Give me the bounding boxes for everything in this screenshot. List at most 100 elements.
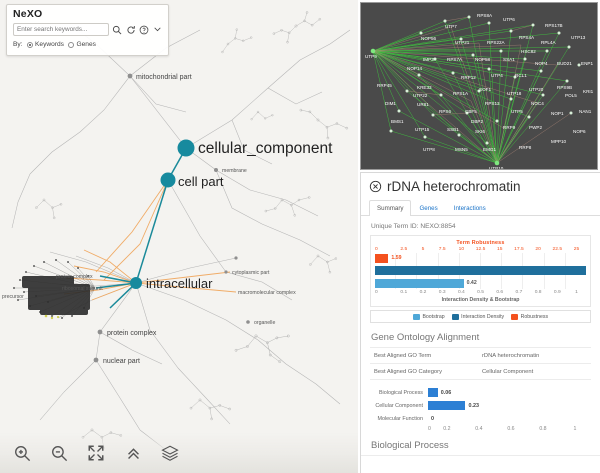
graph-toolbar[interactable]: [0, 433, 358, 473]
go-plot: 0: [428, 412, 591, 425]
ontology-graph[interactable]: cellular_component cell part intracellul…: [0, 0, 358, 473]
tick: 0: [428, 426, 431, 432]
search-filter-row: By: Keywords Genes: [13, 41, 163, 48]
go-plot: 0.23: [428, 399, 591, 412]
tick: 0.2: [443, 426, 451, 432]
row-value: rDNA heterochromatin: [482, 352, 540, 359]
svg-text:RPS13: RPS13: [485, 101, 500, 106]
term-robustness-chart: Term Robustness 0 2.5 5 7.5 10 12.5 15 1…: [370, 234, 591, 307]
svg-text:SOF1: SOF1: [479, 87, 491, 92]
go-row-cellular-component: Cellular Component 0.23: [370, 399, 591, 412]
svg-text:UTP5: UTP5: [511, 109, 523, 114]
go-value: 0.23: [468, 402, 479, 409]
svg-text:RPS1A: RPS1A: [453, 91, 469, 96]
node-label-cellular-component: cellular_component: [198, 140, 333, 157]
tab-interactions[interactable]: Interactions: [453, 205, 486, 212]
chart-title-term-robustness: Term Robustness: [456, 239, 505, 246]
bar-value-robustness: 1.59: [391, 255, 402, 261]
tab-summary[interactable]: Summary: [369, 200, 412, 216]
bar-row-robustness: 1.59: [375, 253, 586, 264]
radio-keywords[interactable]: Keywords: [26, 41, 64, 48]
svg-text:MPP10: MPP10: [551, 139, 567, 144]
tick: 7.5: [438, 246, 446, 252]
dense-gene-cluster: [13, 259, 96, 320]
svg-text:MSN5: MSN5: [455, 147, 468, 152]
tick: 1: [573, 426, 577, 432]
chart-legend: Bootstrap Interaction Density Robustness: [370, 310, 591, 323]
bar-value-bootstrap: 0.42: [466, 280, 477, 286]
svg-text:UTP15: UTP15: [415, 127, 430, 132]
node-label-mitochondrial-part: mitochondrial part: [136, 74, 192, 81]
node-label-precursor: precursor: [2, 294, 24, 300]
svg-text:UTP6: UTP6: [503, 17, 515, 22]
svg-text:RCL1: RCL1: [515, 73, 527, 78]
legend-item-bootstrap: Bootstrap: [412, 313, 445, 320]
fit-screen-button[interactable]: [83, 440, 109, 466]
tick: 0.4: [475, 426, 483, 432]
bar-robustness: [375, 253, 389, 263]
tick: 0.4: [457, 290, 465, 295]
ontology-tree-view[interactable]: cellular_component cell part intracellul…: [0, 0, 358, 473]
radio-genes[interactable]: Genes: [67, 41, 96, 48]
tab-genes[interactable]: Genes: [419, 205, 438, 212]
bar-interaction-density: [375, 266, 586, 275]
svg-text:RRP9: RRP9: [503, 125, 516, 130]
filter-by-label: By:: [13, 41, 23, 48]
search-input[interactable]: [13, 23, 109, 36]
bar-bootstrap: [375, 278, 464, 288]
bar-row-interaction-density: [375, 265, 586, 276]
panel-tabs[interactable]: Summary Genes Interactions: [361, 196, 600, 216]
svg-text:UR81: UR81: [417, 102, 429, 107]
legend-swatch-interaction-density: [451, 313, 459, 320]
svg-text:POL5: POL5: [565, 93, 577, 98]
tick: 25: [573, 246, 580, 252]
radio-keywords-dot: [26, 41, 33, 48]
svg-text:UTP10: UTP10: [489, 166, 504, 170]
highlighted-nodes[interactable]: [130, 139, 195, 290]
node-label-cytoplasmic-part: cytoplasmic part: [232, 270, 270, 276]
search-panel[interactable]: NeXO: [6, 4, 169, 56]
chevron-up-button[interactable]: [120, 440, 146, 466]
gene-nodes[interactable]: [370, 15, 581, 166]
node-label-intracellular: intracellular: [146, 276, 213, 291]
node-label-organelle: organelle: [254, 320, 275, 326]
svg-text:RPS17B: RPS17B: [545, 23, 563, 28]
layers-button[interactable]: [157, 440, 183, 466]
go-alignment-table: Best Aligned GO Term rDNA heterochromati…: [370, 347, 591, 380]
svg-text:RPS9B: RPS9B: [557, 85, 572, 90]
zoom-out-button[interactable]: [46, 440, 72, 466]
search-icon[interactable]: [112, 23, 123, 36]
app-title: NeXO: [13, 8, 43, 20]
svg-text:NOP6: NOP6: [573, 129, 586, 134]
close-icon[interactable]: [369, 180, 382, 193]
row-key: Best Aligned GO Category: [374, 368, 442, 375]
tree-nodes: [93, 73, 250, 363]
svg-text:ENP1: ENP1: [581, 61, 593, 66]
gene-network-svg[interactable]: UTP9 RPS8A UTP7 UTP6 RPS17B NOP56 UTP21 …: [361, 3, 598, 170]
help-icon[interactable]: [139, 23, 150, 36]
svg-text:UTP8: UTP8: [423, 147, 435, 152]
svg-text:NOP56: NOP56: [421, 36, 437, 41]
svg-text:HSC82: HSC82: [521, 49, 536, 54]
green-edges: [372, 16, 570, 164]
svg-text:PWP2: PWP2: [529, 125, 542, 130]
section-title-go-alignment: Gene Ontology Alignment: [371, 332, 480, 343]
gene-interaction-network[interactable]: UTP9 RPS8A UTP7 UTP6 RPS17B NOP56 UTP21 …: [360, 2, 598, 170]
svg-text:RPS6: RPS6: [439, 109, 451, 114]
go-row-biological-process: Biological Process 0.06: [370, 386, 591, 399]
svg-text:DIM1: DIM1: [385, 101, 396, 106]
legend-label: Robustness: [520, 313, 549, 320]
legend-item-interaction-density: Interaction Density: [451, 313, 504, 320]
collapse-icon[interactable]: [153, 23, 164, 36]
node-label-protein-complex-2: protein complex: [56, 274, 93, 280]
svg-text:NOP1: NOP1: [551, 111, 564, 116]
go-category-label: Biological Process: [378, 389, 423, 396]
svg-text:NOP14: NOP14: [407, 66, 423, 71]
svg-text:UTP22: UTP22: [413, 93, 428, 98]
svg-text:RRP8: RRP8: [519, 145, 532, 150]
zoom-in-button[interactable]: [9, 440, 35, 466]
svg-text:IMP3: IMP3: [423, 57, 434, 62]
refresh-icon[interactable]: [126, 23, 137, 36]
radio-keywords-label: Keywords: [35, 41, 64, 48]
